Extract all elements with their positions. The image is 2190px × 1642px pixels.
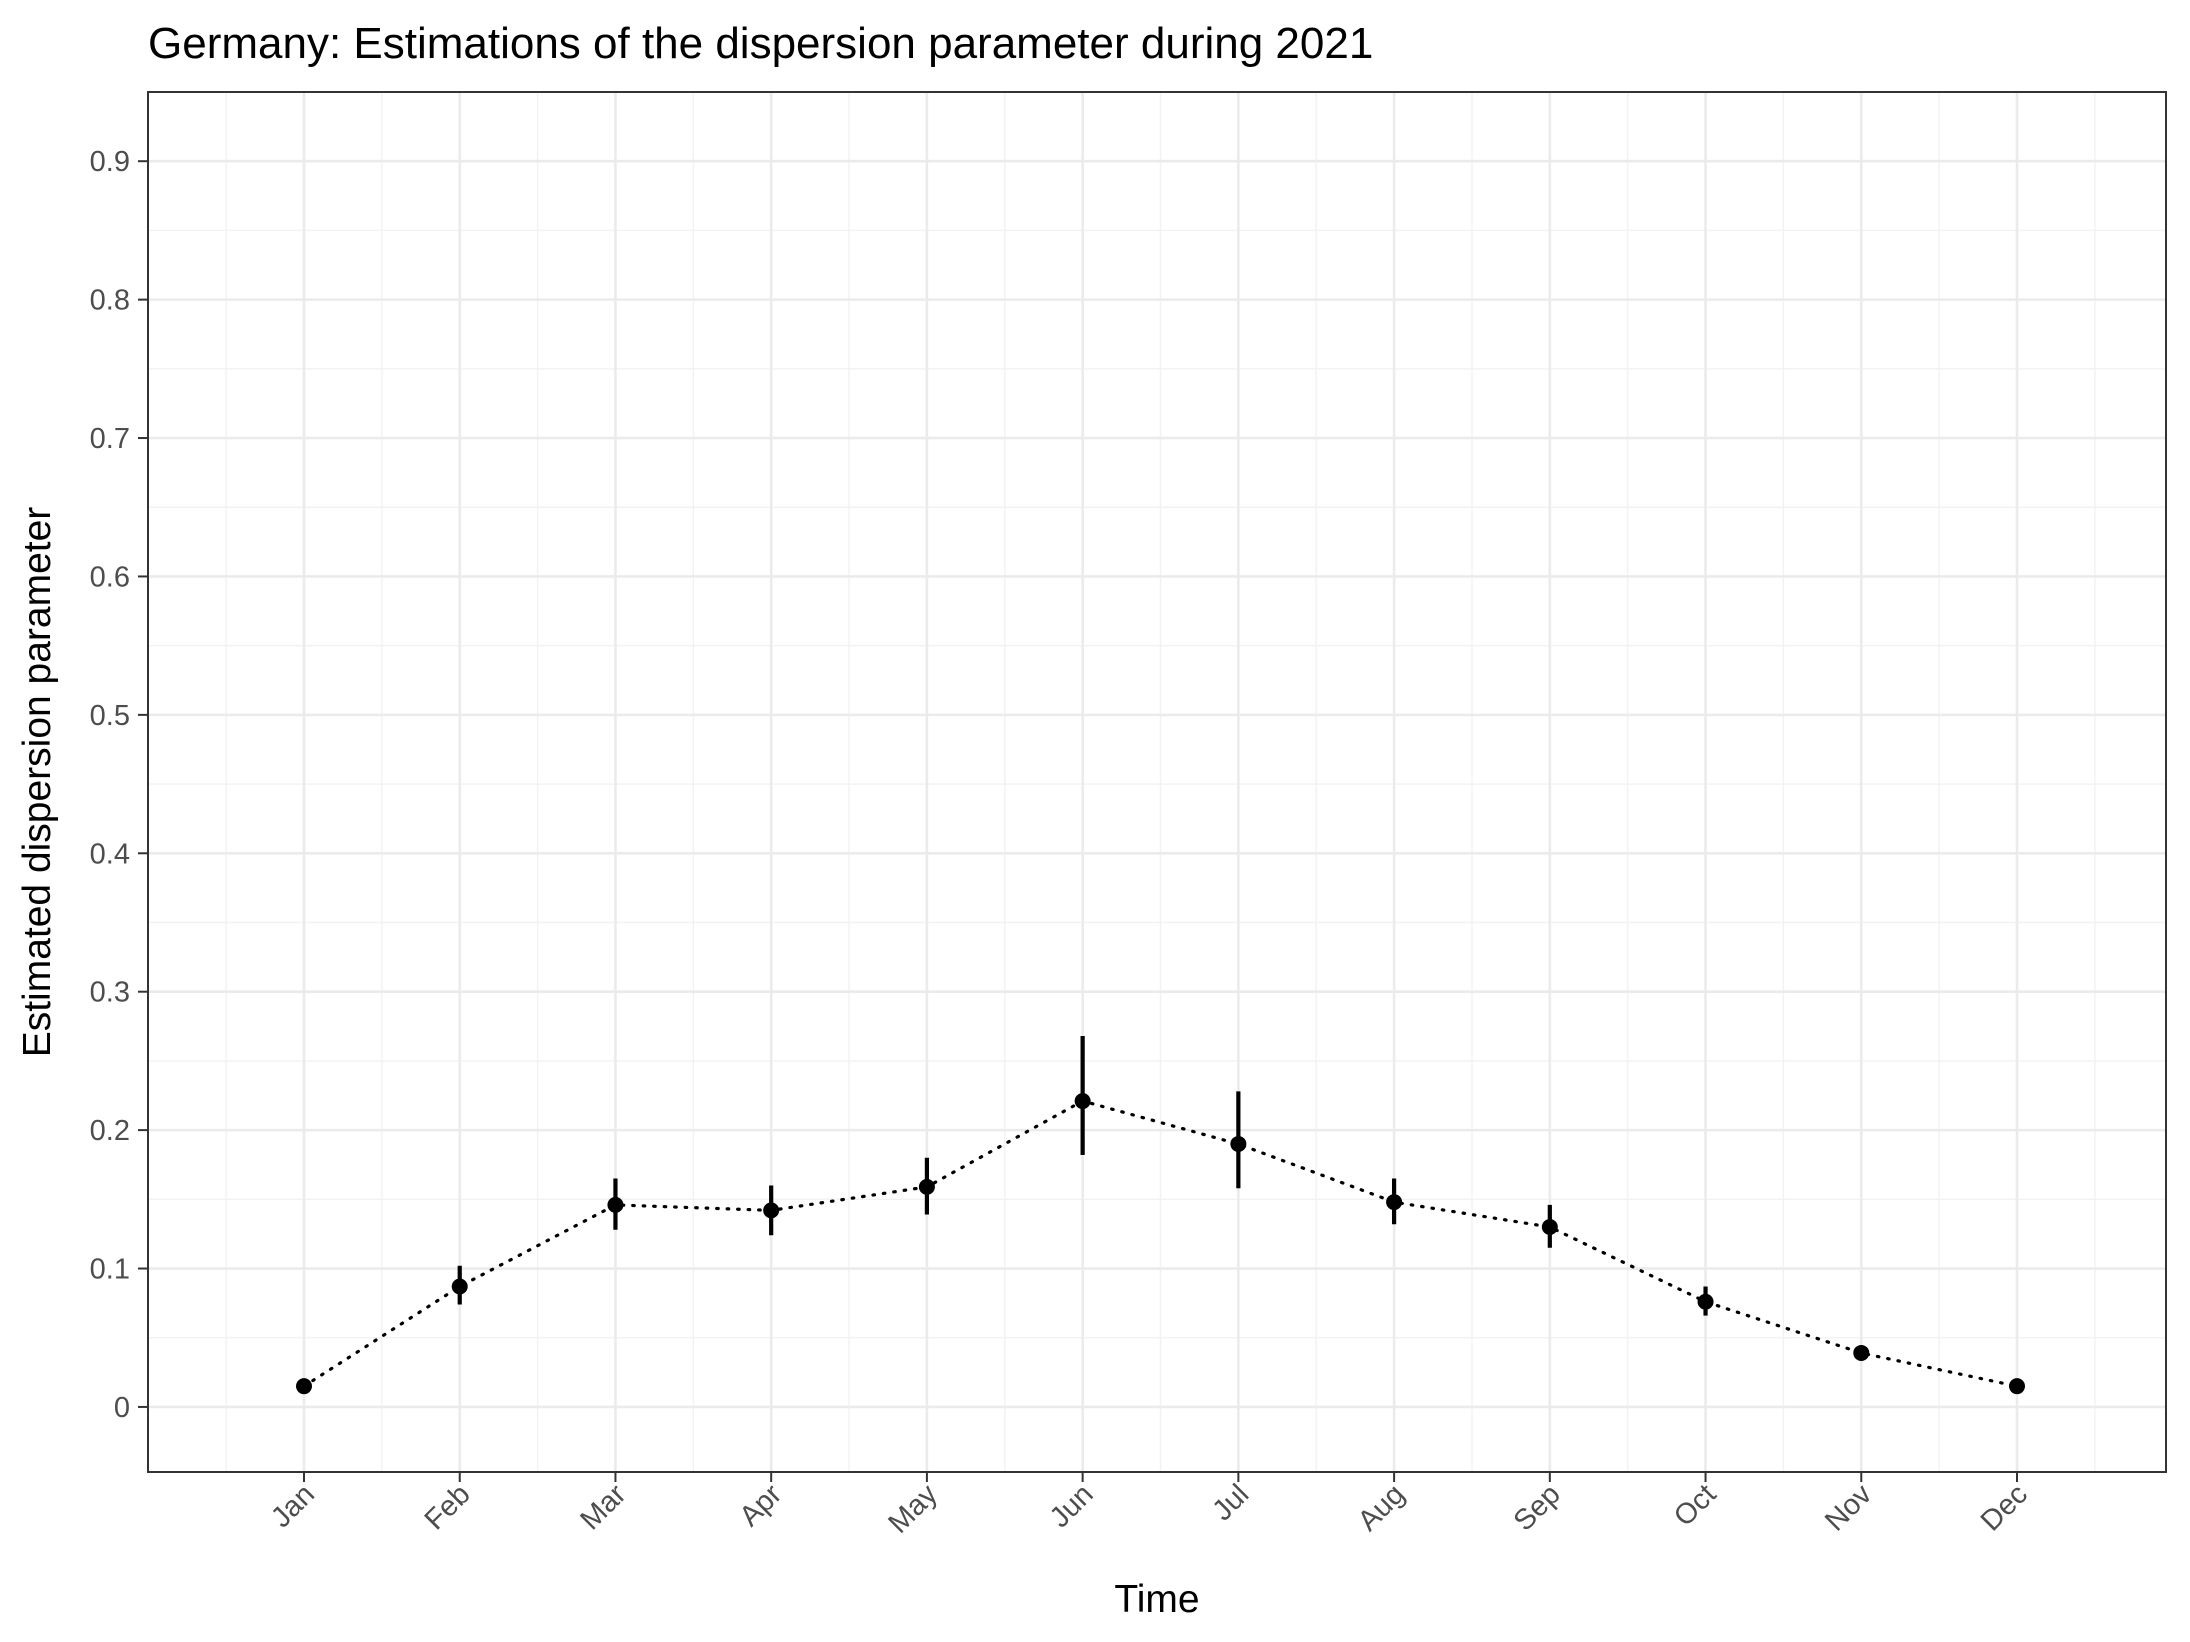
data-points [296, 1093, 2025, 1395]
plot-panel-border [147, 91, 2167, 1473]
major-gridlines [148, 92, 2166, 1472]
y-tick-label: 0.5 [90, 700, 130, 732]
y-axis-title: Estimated dispersion parameter [16, 507, 59, 1058]
data-point-nov [1853, 1344, 1870, 1361]
x-axis-title: Time [1114, 1578, 1199, 1621]
data-point-jan [296, 1378, 312, 1395]
data-point-jun [1074, 1093, 1091, 1110]
data-point-sep [1541, 1219, 1558, 1236]
data-point-feb [451, 1278, 468, 1295]
y-tick-label: 0 [114, 1392, 130, 1424]
y-tick-label: 0.9 [90, 146, 130, 178]
data-point-mar [607, 1196, 624, 1213]
y-tick-label: 0.4 [90, 838, 130, 870]
minor-gridlines [148, 92, 2166, 1472]
data-point-apr [763, 1202, 780, 1219]
y-tick-label: 0.8 [90, 285, 130, 317]
data-point-may [918, 1178, 935, 1195]
data-point-dec [2009, 1378, 2025, 1395]
y-tick-label: 0.2 [90, 1115, 130, 1147]
y-axis: 0 0.1 0.2 0.3 0.4 0.5 0.6 0.7 0.8 0.9 [90, 146, 148, 1424]
y-tick-label: 0.3 [90, 977, 130, 1009]
data-point-oct [1697, 1293, 1714, 1310]
y-tick-label: 0.6 [90, 561, 130, 593]
chart-title: Germany: Estimations of the dispersion p… [148, 19, 1373, 68]
y-tick-label: 0.7 [90, 423, 130, 455]
data-point-aug [1386, 1194, 1403, 1211]
data-point-jul [1230, 1135, 1247, 1152]
y-tick-label: 0.1 [90, 1254, 130, 1286]
